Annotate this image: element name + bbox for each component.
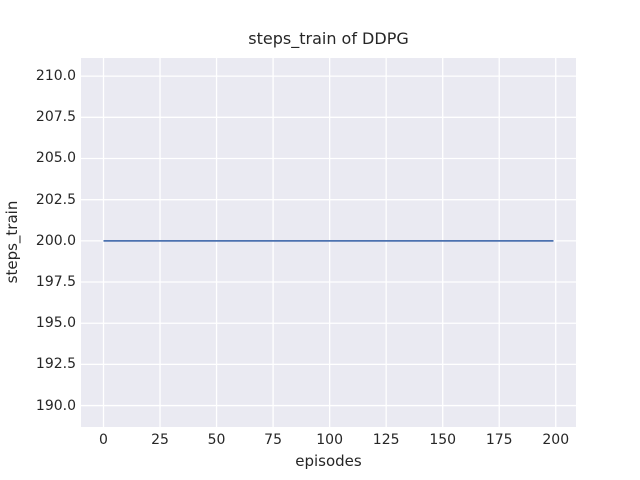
x-tick-label: 75 <box>264 432 283 448</box>
y-axis-label: steps_train <box>3 200 21 284</box>
y-tick-label: 192.5 <box>35 356 76 373</box>
x-axis-label: episodes <box>295 452 362 470</box>
y-tick-label: 210.0 <box>35 68 76 85</box>
x-tick-label: 150 <box>429 432 457 448</box>
y-tick-label: 202.5 <box>35 191 76 208</box>
chart-title: steps_train of DDPG <box>248 29 409 48</box>
x-tick-label: 175 <box>485 432 513 448</box>
x-tick-label: 25 <box>151 432 169 448</box>
x-tick-label: 0 <box>99 432 108 448</box>
x-tick-label: 125 <box>372 432 400 448</box>
plot-area <box>81 58 576 427</box>
x-tick-label: 200 <box>542 432 570 448</box>
y-tick-label: 190.0 <box>35 397 76 414</box>
y-tick-label: 195.0 <box>35 315 76 332</box>
y-tick-label: 200.0 <box>35 232 76 249</box>
y-tick-label: 205.0 <box>35 150 76 167</box>
x-tick-label: 50 <box>207 432 226 448</box>
plot-canvas <box>81 58 576 427</box>
x-tick-label: 100 <box>316 432 343 448</box>
y-tick-label: 207.5 <box>35 109 76 126</box>
y-tick-label: 197.5 <box>35 274 76 291</box>
